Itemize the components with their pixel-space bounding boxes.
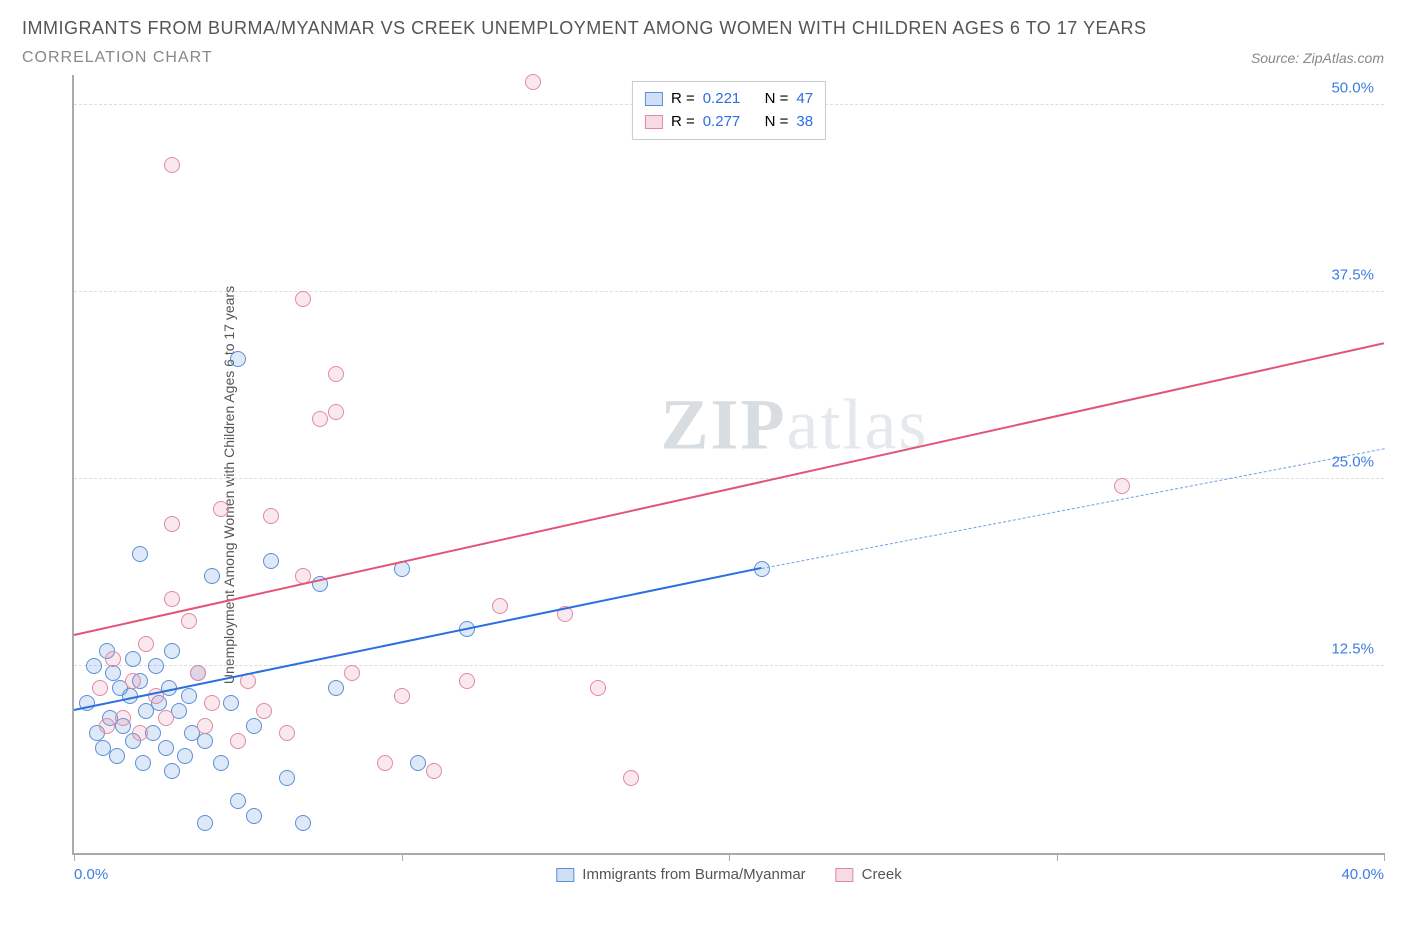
plot-area: ZIPatlas R = 0.221 N = 47 R = 0.277 N = … — [72, 75, 1384, 855]
scatter-point — [246, 808, 262, 824]
y-tick-label: 37.5% — [1331, 266, 1374, 283]
scatter-point — [426, 763, 442, 779]
scatter-point — [164, 516, 180, 532]
scatter-point — [158, 740, 174, 756]
y-tick-label: 25.0% — [1331, 453, 1374, 470]
swatch-series-2-bottom — [836, 868, 854, 882]
x-tick — [729, 853, 730, 861]
scatter-point — [263, 508, 279, 524]
scatter-point — [230, 351, 246, 367]
scatter-point — [138, 636, 154, 652]
scatter-point — [164, 763, 180, 779]
scatter-point — [279, 725, 295, 741]
scatter-point — [190, 665, 206, 681]
legend-item-series-2: Creek — [836, 866, 902, 883]
scatter-point — [204, 695, 220, 711]
scatter-point — [344, 665, 360, 681]
scatter-point — [177, 748, 193, 764]
scatter-point — [135, 755, 151, 771]
swatch-series-1 — [645, 92, 663, 106]
gridline — [74, 478, 1384, 479]
trend-line — [74, 567, 762, 711]
gridline — [74, 665, 1384, 666]
scatter-point — [125, 673, 141, 689]
scatter-point — [295, 815, 311, 831]
y-tick-label: 12.5% — [1331, 640, 1374, 657]
page-title: IMMIGRANTS FROM BURMA/MYANMAR VS CREEK U… — [22, 18, 1384, 39]
scatter-point — [115, 710, 131, 726]
legend-item-series-1: Immigrants from Burma/Myanmar — [556, 866, 805, 883]
scatter-point — [158, 710, 174, 726]
y-tick-label: 50.0% — [1331, 79, 1374, 96]
scatter-point — [164, 591, 180, 607]
scatter-point — [246, 718, 262, 734]
scatter-point — [197, 718, 213, 734]
correlation-legend: R = 0.221 N = 47 R = 0.277 N = 38 — [632, 81, 826, 140]
x-tick — [1384, 853, 1385, 861]
legend-row-series-2: R = 0.277 N = 38 — [645, 111, 813, 134]
trend-line — [74, 342, 1384, 636]
scatter-point — [148, 658, 164, 674]
scatter-point — [125, 651, 141, 667]
scatter-point — [328, 680, 344, 696]
scatter-point — [230, 733, 246, 749]
scatter-point — [105, 651, 121, 667]
x-tick — [402, 853, 403, 861]
chart-subtitle: CORRELATION CHART — [22, 49, 213, 67]
scatter-point — [213, 501, 229, 517]
scatter-point — [263, 553, 279, 569]
scatter-point — [86, 658, 102, 674]
x-tick — [1057, 853, 1058, 861]
scatter-point — [92, 680, 108, 696]
x-max-label: 40.0% — [1341, 866, 1384, 883]
source-attribution: Source: ZipAtlas.com — [1251, 50, 1384, 66]
scatter-point — [164, 157, 180, 173]
scatter-point — [105, 665, 121, 681]
scatter-point — [590, 680, 606, 696]
scatter-point — [295, 291, 311, 307]
scatter-point — [99, 718, 115, 734]
chart-container: Unemployment Among Women with Children A… — [22, 75, 1384, 895]
scatter-point — [256, 703, 272, 719]
scatter-point — [328, 404, 344, 420]
trend-line — [762, 448, 1384, 569]
scatter-point — [132, 546, 148, 562]
scatter-point — [197, 733, 213, 749]
scatter-point — [410, 755, 426, 771]
x-min-label: 0.0% — [74, 866, 108, 883]
scatter-point — [181, 613, 197, 629]
x-tick — [74, 853, 75, 861]
scatter-point — [312, 411, 328, 427]
scatter-point — [525, 74, 541, 90]
scatter-point — [623, 770, 639, 786]
scatter-point — [181, 688, 197, 704]
scatter-point — [164, 643, 180, 659]
subtitle-row: CORRELATION CHART Source: ZipAtlas.com — [22, 49, 1384, 67]
swatch-series-1-bottom — [556, 868, 574, 882]
swatch-series-2 — [645, 115, 663, 129]
scatter-point — [394, 688, 410, 704]
scatter-point — [279, 770, 295, 786]
scatter-point — [132, 725, 148, 741]
scatter-point — [230, 793, 246, 809]
series-legend: Immigrants from Burma/Myanmar Creek — [556, 866, 901, 883]
scatter-point — [377, 755, 393, 771]
scatter-point — [492, 598, 508, 614]
scatter-point — [204, 568, 220, 584]
scatter-point — [459, 673, 475, 689]
gridline — [74, 291, 1384, 292]
scatter-point — [1114, 478, 1130, 494]
scatter-point — [109, 748, 125, 764]
scatter-point — [197, 815, 213, 831]
scatter-point — [213, 755, 229, 771]
scatter-point — [223, 695, 239, 711]
legend-row-series-1: R = 0.221 N = 47 — [645, 88, 813, 111]
scatter-point — [328, 366, 344, 382]
